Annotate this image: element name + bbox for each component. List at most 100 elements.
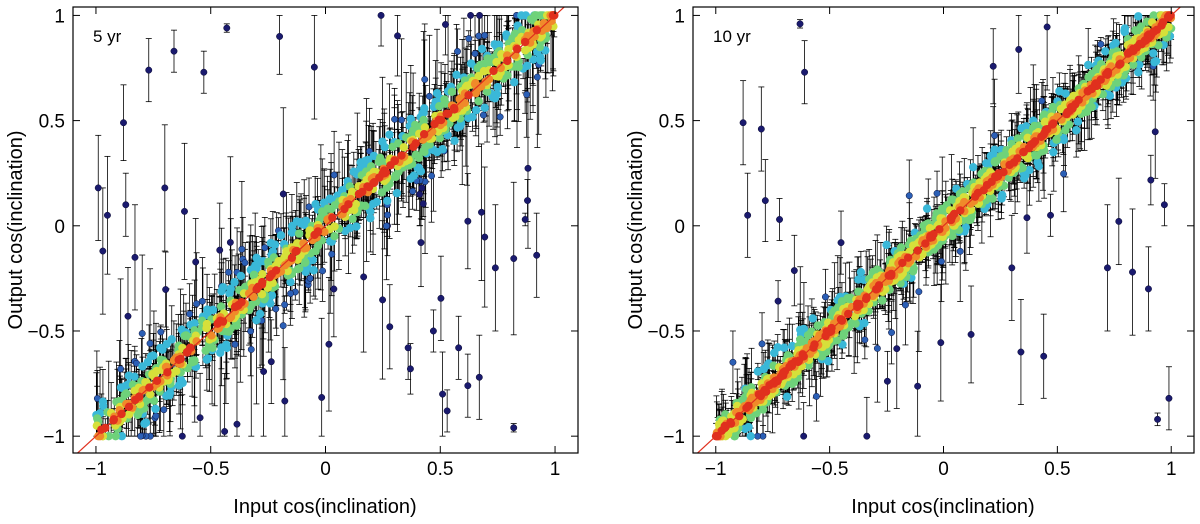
data-point: [231, 340, 239, 348]
data-point: [122, 201, 130, 209]
x-tick-label: −1: [85, 459, 107, 480]
data-point: [294, 229, 304, 238]
data-point: [404, 344, 412, 352]
data-point: [99, 401, 108, 411]
data-point: [246, 300, 256, 310]
data-point: [178, 432, 186, 440]
data-point: [287, 290, 295, 298]
data-point: [377, 11, 385, 19]
x-axis-title-5yr: Input cos(inclination): [233, 496, 416, 518]
data-point: [330, 285, 338, 293]
data-point: [325, 340, 333, 348]
data-point: [492, 57, 501, 67]
data-point: [471, 50, 479, 58]
y-tick-label: 0: [54, 217, 65, 238]
data-point: [383, 196, 392, 205]
data-point: [292, 246, 301, 256]
data-point: [137, 432, 145, 440]
panel-5yr: −1 −0.5 0 0.5 1 −1 −0.5 0 0.5 1 5 yr Input cos(in…: [5, 6, 579, 518]
data-point: [306, 274, 314, 282]
data-point: [149, 351, 158, 360]
data-point: [521, 216, 529, 223]
data-point: [435, 134, 444, 143]
data-point: [523, 91, 531, 98]
data-point: [421, 76, 429, 83]
data-point: [247, 345, 255, 353]
data-point: [447, 87, 457, 97]
data-point: [140, 419, 149, 428]
data-point: [330, 231, 339, 241]
data-point: [503, 56, 512, 66]
data-point: [418, 184, 426, 192]
data-point: [162, 286, 170, 293]
y-tick-label: 0.5: [39, 112, 65, 133]
data-point: [480, 103, 489, 113]
data-point: [117, 431, 127, 441]
data-point: [202, 324, 211, 333]
data-point: [94, 431, 103, 441]
data-point: [464, 217, 472, 225]
data-point: [524, 164, 532, 172]
data-point: [279, 322, 287, 330]
data-point: [464, 382, 472, 390]
data-point: [464, 113, 473, 123]
data-point: [477, 44, 487, 54]
data-point: [131, 253, 139, 261]
x-tick-label: −0.5: [192, 459, 230, 480]
x-tick-label: 1: [550, 459, 561, 480]
data-point: [181, 207, 188, 215]
data-point: [443, 407, 451, 415]
data-point: [309, 266, 318, 275]
data-point: [188, 356, 197, 365]
data-point: [281, 397, 289, 405]
data-point: [208, 305, 218, 315]
data-point: [428, 172, 436, 180]
data-point: [124, 312, 132, 320]
y-tick-label: 1: [54, 6, 65, 27]
data-point: [276, 33, 284, 40]
data-point: [533, 73, 541, 81]
data-point: [340, 226, 350, 236]
data-point: [417, 239, 425, 247]
data-point: [493, 82, 502, 92]
data-point: [117, 365, 125, 373]
data-point: [494, 40, 504, 50]
data-point: [416, 190, 424, 198]
data-point: [465, 35, 473, 42]
panel-10yr: −1 −0.5 0 0.5 1−1−0.500.51 10 yr Input cos(i…: [625, 6, 1195, 518]
data-point: [439, 390, 447, 398]
data-point: [496, 113, 504, 121]
data-point: [252, 316, 261, 325]
data-point: [200, 68, 208, 76]
data-point: [299, 239, 308, 248]
data-point: [276, 231, 286, 240]
data-point: [510, 424, 518, 432]
data-point: [368, 199, 378, 209]
data-point: [481, 77, 490, 86]
data-point: [193, 300, 201, 308]
data-point: [223, 24, 231, 32]
data-point: [510, 78, 519, 87]
data-point: [186, 310, 194, 318]
data-point: [391, 115, 399, 123]
data-point: [328, 213, 337, 222]
data-point: [473, 84, 482, 94]
data-point: [369, 151, 379, 161]
plot-area-10yr: [696, 7, 1182, 453]
data-point: [225, 289, 234, 298]
data-point: [217, 343, 226, 352]
data-point: [192, 258, 200, 266]
data-point: [479, 111, 487, 119]
data-point: [143, 357, 152, 367]
data-point: [146, 340, 154, 347]
data-point: [94, 184, 102, 192]
data-point: [455, 344, 463, 352]
data-point: [247, 327, 255, 335]
data-point: [286, 277, 295, 287]
data-point: [267, 358, 275, 366]
data-point: [491, 264, 499, 272]
data-point: [145, 390, 155, 399]
data-point: [261, 244, 269, 252]
data-point: [452, 70, 461, 80]
data-point: [419, 130, 429, 139]
